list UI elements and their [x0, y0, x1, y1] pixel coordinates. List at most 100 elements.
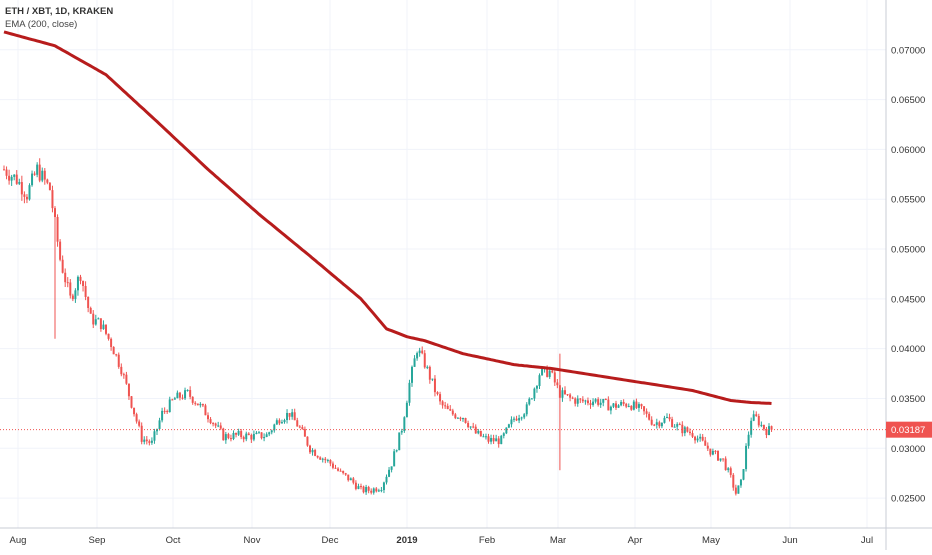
y-tick-label: 0.03000	[891, 444, 925, 455]
candle-body	[125, 374, 128, 384]
candle-body	[727, 468, 730, 471]
candle-body	[515, 418, 518, 421]
last-price-label: 0.03187	[891, 425, 925, 436]
candle-body	[196, 403, 199, 406]
candle-body	[724, 458, 727, 471]
candle-body	[5, 169, 8, 176]
candle-body	[729, 468, 732, 475]
candle-body	[367, 487, 370, 491]
candle-body	[296, 420, 299, 427]
candle-body	[678, 424, 681, 426]
candle-body	[334, 467, 337, 469]
candle-body	[523, 414, 526, 418]
y-tick-label: 0.05500	[891, 195, 925, 206]
candle-body	[676, 424, 679, 427]
candle-body	[421, 350, 424, 354]
candle-body	[750, 420, 753, 435]
candle-body	[533, 388, 536, 399]
candle-body	[176, 392, 179, 399]
candle-body	[469, 426, 472, 428]
candle-body	[291, 412, 294, 417]
candle-body	[436, 392, 439, 395]
y-tick-label: 0.05000	[891, 245, 925, 256]
candle-body	[428, 366, 431, 380]
candle-body	[207, 415, 209, 420]
candle-body	[10, 176, 13, 181]
candle-body	[372, 488, 375, 493]
candle-body	[82, 280, 85, 286]
candle-body	[711, 450, 714, 455]
candle-body	[426, 366, 429, 368]
candle-body	[637, 404, 640, 408]
candle-body	[701, 436, 704, 441]
candle-body	[451, 410, 454, 415]
candle-body	[209, 419, 212, 424]
candle-body	[627, 405, 630, 407]
candle-body	[122, 374, 125, 376]
candle-body	[127, 383, 130, 397]
candle-body	[240, 431, 243, 438]
candle-body	[349, 478, 352, 481]
candle-body	[189, 390, 192, 397]
candle-body	[153, 431, 156, 441]
candle-body	[352, 478, 355, 483]
candle-body	[133, 407, 136, 415]
candle-body	[314, 450, 317, 456]
candle-body	[757, 416, 760, 426]
candle-body	[199, 403, 202, 406]
candle-body	[184, 390, 187, 399]
candle-body	[439, 394, 442, 402]
candle-body	[344, 473, 347, 475]
candle-body	[462, 418, 464, 420]
candle-body	[79, 276, 82, 281]
candle-body	[380, 490, 383, 492]
candle-body	[321, 458, 324, 460]
candle-body	[579, 398, 582, 400]
candle-body	[423, 353, 426, 368]
candle-body	[395, 450, 398, 452]
candle-body	[214, 423, 217, 426]
candle-body	[393, 451, 396, 467]
candle-body	[204, 405, 207, 416]
candle-body	[48, 182, 51, 191]
candle-body	[31, 173, 34, 186]
chart-legend: ETH / XBT, 1D, KRAKEN EMA (200, close)	[5, 5, 113, 31]
candle-body	[273, 424, 276, 431]
candle-body	[548, 370, 551, 377]
candle-body	[135, 414, 138, 422]
candle-body	[362, 486, 365, 493]
candle-body	[250, 434, 253, 440]
candle-body	[546, 367, 549, 377]
candle-body	[433, 378, 436, 393]
candle-body	[403, 417, 406, 431]
candle-body	[161, 410, 164, 421]
candle-body	[681, 424, 684, 434]
candle-body	[229, 438, 232, 440]
candle-body	[38, 164, 41, 181]
candle-body	[482, 436, 485, 438]
candle-body	[640, 404, 643, 407]
candle-body	[3, 169, 5, 171]
candle-body	[260, 432, 263, 439]
candle-body	[390, 466, 393, 470]
candle-body	[658, 422, 661, 427]
candle-body	[311, 450, 314, 453]
candle-body	[298, 426, 301, 428]
candle-body	[594, 399, 597, 402]
candle-body	[405, 402, 408, 418]
candle-body	[23, 194, 26, 197]
candle-body	[671, 419, 674, 427]
candle-body	[760, 424, 763, 426]
candle-body	[660, 422, 663, 427]
candle-body	[431, 378, 434, 380]
candle-body	[599, 402, 602, 405]
candle-body	[331, 463, 334, 468]
candle-body	[571, 397, 574, 399]
candle-body	[354, 482, 357, 489]
candle-body	[377, 490, 380, 492]
candle-body	[375, 488, 378, 492]
candle-body	[306, 436, 309, 446]
candle-body	[694, 436, 697, 441]
